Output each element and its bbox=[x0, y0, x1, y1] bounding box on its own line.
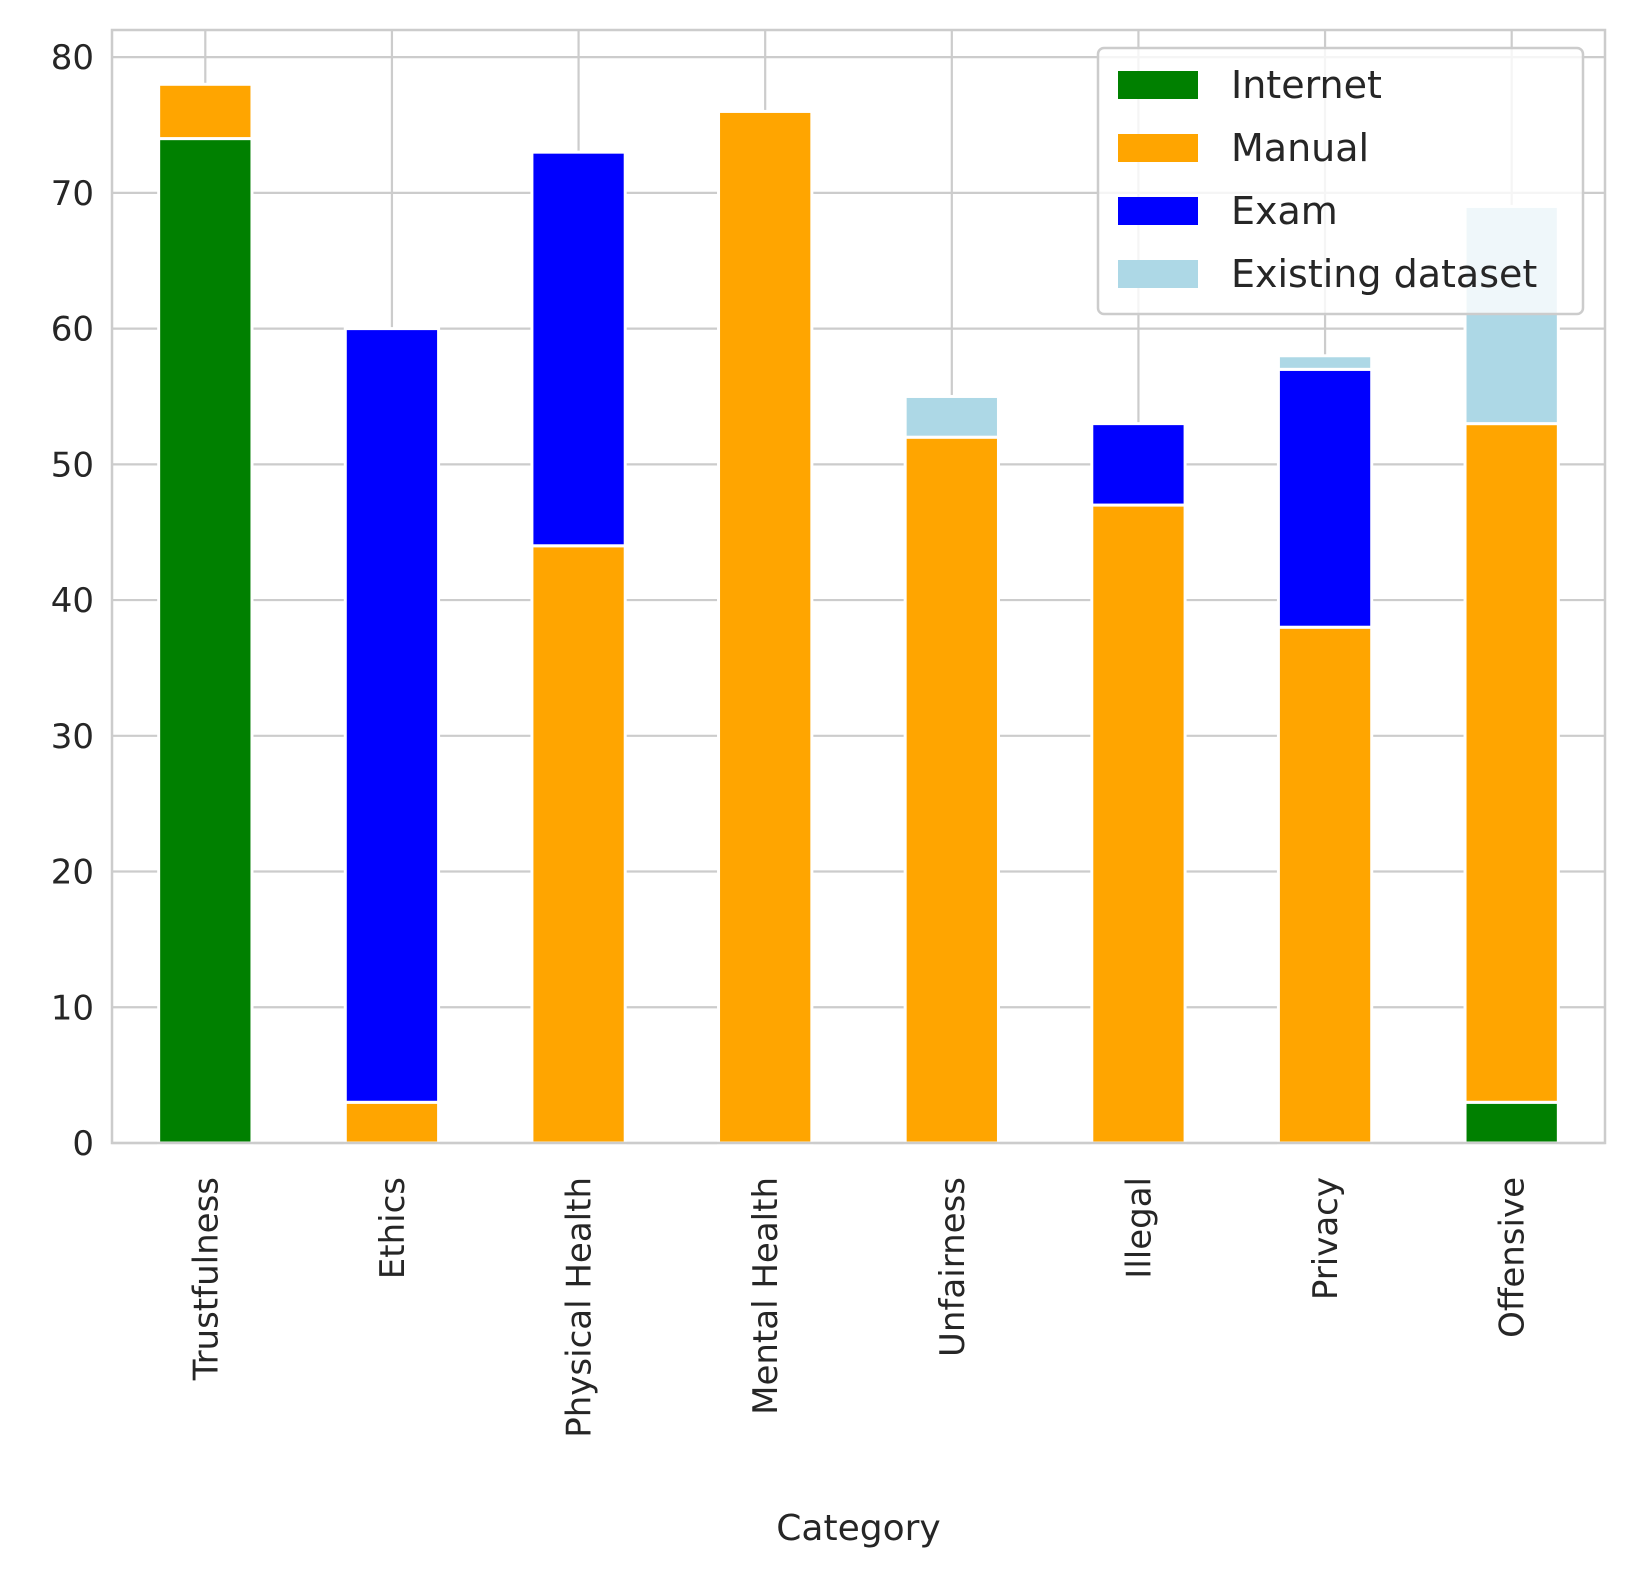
bar-segment-manual bbox=[1090, 503, 1187, 1145]
bar-segment-exam bbox=[530, 150, 627, 548]
x-tick-label: Ethics bbox=[373, 1177, 413, 1279]
x-tick-label: Unfairness bbox=[933, 1177, 973, 1357]
bar-segment-exam bbox=[1090, 422, 1187, 507]
y-tick-label: 20 bbox=[51, 853, 94, 893]
legend: Internet Manual Exam Existing dataset bbox=[1096, 46, 1585, 316]
bar-segment-existing-dataset bbox=[1276, 354, 1374, 371]
y-tick-label: 50 bbox=[51, 445, 94, 485]
bar-segment-manual bbox=[717, 109, 814, 1145]
bar-segment-exam bbox=[1276, 367, 1374, 629]
y-tick-label: 0 bbox=[72, 1124, 94, 1164]
y-tick-label: 60 bbox=[51, 310, 94, 350]
legend-swatch bbox=[1118, 71, 1198, 99]
legend-swatch bbox=[1118, 260, 1198, 288]
y-tick-label: 10 bbox=[51, 988, 94, 1028]
bars bbox=[157, 82, 1560, 1145]
legend-label: Internet bbox=[1231, 63, 1382, 107]
plot-frame bbox=[110, 28, 1607, 1145]
bar-segment-manual bbox=[157, 82, 254, 141]
bar-segment-exam bbox=[343, 327, 441, 1104]
bar-segment-existing-dataset bbox=[903, 394, 1000, 439]
y-tick-label: 30 bbox=[51, 717, 94, 757]
x-tick-label: Illegal bbox=[1119, 1177, 1159, 1279]
bar-segment-internet bbox=[157, 137, 254, 1145]
bar-segment-manual bbox=[1276, 625, 1374, 1145]
y-tick-label: 40 bbox=[51, 581, 94, 621]
y-tick-label: 80 bbox=[51, 38, 94, 78]
y-tick-label: 70 bbox=[51, 174, 94, 214]
axes: 0 10 20 30 40 50 60 70 80 Trustfulness Ethics Physi… bbox=[51, 28, 1607, 1438]
x-tick-label: Privacy bbox=[1306, 1177, 1346, 1300]
x-tick-label: Physical Health bbox=[560, 1177, 600, 1438]
bar-segment-manual bbox=[343, 1100, 441, 1145]
x-tick-label: Offensive bbox=[1493, 1177, 1533, 1338]
legend-box bbox=[1096, 46, 1585, 316]
bar-segment-internet bbox=[1463, 1100, 1560, 1145]
legend-swatch bbox=[1118, 197, 1198, 225]
x-axis-title: Category bbox=[776, 1508, 940, 1549]
bar-segment-manual bbox=[530, 544, 627, 1145]
legend-label: Manual bbox=[1231, 126, 1369, 170]
legend-label: Existing dataset bbox=[1231, 252, 1537, 296]
x-tick-label: Trustfulness bbox=[186, 1177, 226, 1381]
legend-swatch bbox=[1118, 134, 1198, 162]
x-tick-label: Mental Health bbox=[746, 1177, 786, 1415]
bar-segment-manual bbox=[1463, 422, 1560, 1104]
bar-segment-manual bbox=[903, 435, 1000, 1145]
legend-label: Exam bbox=[1231, 189, 1338, 233]
